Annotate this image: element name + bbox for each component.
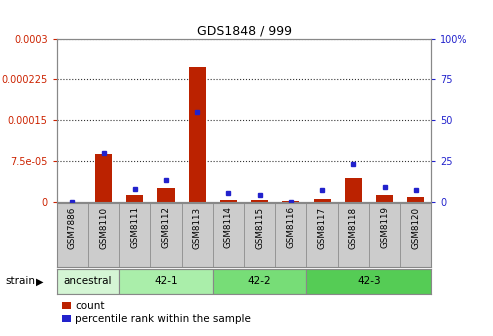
Text: GSM8116: GSM8116 xyxy=(286,206,295,249)
Bar xyxy=(307,269,431,294)
Bar xyxy=(369,203,400,267)
Text: GSM8118: GSM8118 xyxy=(349,206,358,249)
Bar xyxy=(314,199,331,202)
Bar xyxy=(57,203,88,267)
Bar xyxy=(220,200,237,202)
Text: GSM8112: GSM8112 xyxy=(162,206,171,249)
Text: GSM8114: GSM8114 xyxy=(224,206,233,249)
Bar xyxy=(213,269,307,294)
Bar xyxy=(400,203,431,267)
Bar xyxy=(189,67,206,202)
Bar xyxy=(119,203,150,267)
Text: GSM8113: GSM8113 xyxy=(193,206,202,249)
Bar xyxy=(251,200,268,202)
Legend: count, percentile rank within the sample: count, percentile rank within the sample xyxy=(62,301,251,324)
Text: GSM8111: GSM8111 xyxy=(130,206,139,249)
Text: strain: strain xyxy=(5,277,35,286)
Bar xyxy=(181,203,213,267)
Bar xyxy=(126,195,143,202)
Bar xyxy=(275,203,307,267)
Title: GDS1848 / 999: GDS1848 / 999 xyxy=(197,25,291,38)
Text: GSM8110: GSM8110 xyxy=(99,206,108,249)
Bar xyxy=(157,188,175,202)
Bar xyxy=(338,203,369,267)
Bar xyxy=(150,203,181,267)
Bar xyxy=(307,203,338,267)
Text: 42-2: 42-2 xyxy=(248,277,272,286)
Bar xyxy=(95,154,112,202)
Bar xyxy=(88,203,119,267)
Text: GSM8119: GSM8119 xyxy=(380,206,389,249)
Bar xyxy=(119,269,213,294)
Text: ancestral: ancestral xyxy=(64,277,112,286)
Bar xyxy=(345,178,362,202)
Text: GSM8115: GSM8115 xyxy=(255,206,264,249)
Text: GSM8117: GSM8117 xyxy=(317,206,326,249)
Text: GSM7886: GSM7886 xyxy=(68,206,77,249)
Text: 42-1: 42-1 xyxy=(154,277,178,286)
Bar xyxy=(57,269,119,294)
Text: ▶: ▶ xyxy=(35,277,43,286)
Bar xyxy=(376,195,393,202)
Bar xyxy=(282,201,299,202)
Bar xyxy=(407,197,424,202)
Text: GSM8120: GSM8120 xyxy=(411,206,420,249)
Bar xyxy=(244,203,275,267)
Text: 42-3: 42-3 xyxy=(357,277,381,286)
Bar xyxy=(213,203,244,267)
